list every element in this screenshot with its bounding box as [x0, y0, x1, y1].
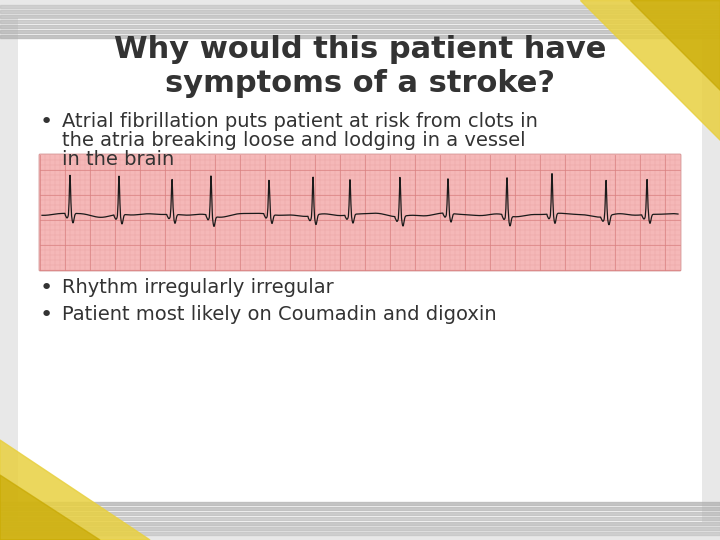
Bar	[0, 517, 720, 520]
Text: the atria breaking loose and lodging in a vessel: the atria breaking loose and lodging in …	[62, 131, 526, 150]
Bar	[0, 507, 720, 510]
Bar	[0, 532, 720, 535]
Text: Why would this patient have: Why would this patient have	[114, 36, 606, 64]
Bar	[0, 527, 720, 530]
Text: Atrial fibrillation puts patient at risk from clots in: Atrial fibrillation puts patient at risk…	[62, 112, 538, 131]
Text: •: •	[40, 305, 53, 325]
Bar	[0, 512, 720, 515]
Bar	[0, 10, 720, 13]
Text: Patient most likely on Coumadin and digoxin: Patient most likely on Coumadin and digo…	[62, 305, 497, 324]
Text: •: •	[40, 278, 53, 298]
Bar	[0, 35, 720, 38]
Polygon shape	[0, 475, 100, 540]
Polygon shape	[630, 0, 720, 90]
Text: symptoms of a stroke?: symptoms of a stroke?	[165, 69, 555, 98]
Bar	[0, 502, 720, 505]
Polygon shape	[580, 0, 720, 140]
Bar	[0, 30, 720, 33]
FancyBboxPatch shape	[39, 154, 681, 271]
Text: in the brain: in the brain	[62, 150, 174, 169]
Bar	[0, 522, 720, 525]
Polygon shape	[0, 440, 150, 540]
Text: Rhythm irregularly irregular: Rhythm irregularly irregular	[62, 278, 334, 297]
Bar	[0, 5, 720, 8]
Bar	[0, 15, 720, 18]
Text: •: •	[40, 112, 53, 132]
Bar	[0, 20, 720, 23]
Bar	[0, 25, 720, 28]
